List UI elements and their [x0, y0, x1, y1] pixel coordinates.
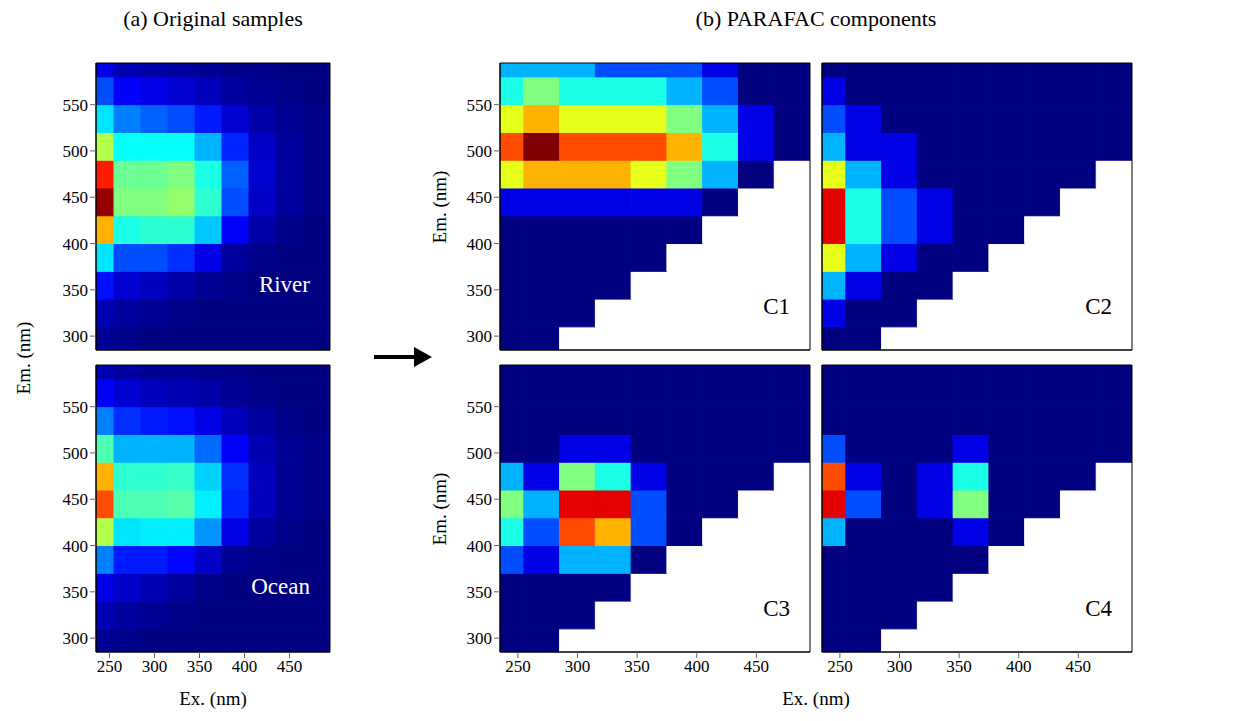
svg-text:300: 300: [467, 629, 493, 648]
svg-text:400: 400: [467, 235, 493, 254]
html-text:Ocean: Ocean: [251, 574, 310, 599]
svg-text:350: 350: [946, 657, 972, 676]
svg-text:300: 300: [565, 657, 591, 676]
svg-text:350: 350: [63, 281, 89, 300]
svg-text:400: 400: [684, 657, 710, 676]
svg-text:400: 400: [1006, 657, 1031, 676]
svg-text:500: 500: [63, 444, 89, 463]
svg-text:550: 550: [467, 398, 493, 417]
html-text:Ex. (nm): Ex. (nm): [179, 688, 247, 709]
html-text:C3: C3: [763, 596, 790, 621]
svg-text:450: 450: [63, 188, 89, 207]
svg-text:300: 300: [467, 327, 493, 346]
svg-text:550: 550: [467, 96, 493, 115]
html-text:Em. (nm): Em. (nm): [13, 321, 34, 394]
svg-text:450: 450: [63, 490, 89, 509]
svg-text:500: 500: [467, 444, 493, 463]
svg-text:300: 300: [63, 327, 89, 346]
svg-text:550: 550: [63, 398, 89, 417]
svg-text:450: 450: [467, 490, 493, 509]
html-text:(a) Original samples: (a) Original samples: [123, 6, 303, 31]
svg-text:350: 350: [467, 583, 493, 602]
svg-text:350: 350: [624, 657, 650, 676]
svg-text:450: 450: [277, 657, 303, 676]
svg-text:300: 300: [142, 657, 168, 676]
svg-text:250: 250: [97, 657, 123, 676]
html-text:River: River: [258, 272, 310, 297]
svg-text:250: 250: [505, 657, 531, 676]
html-text:Em. (nm): Em. (nm): [429, 170, 450, 243]
svg-text:500: 500: [63, 142, 89, 161]
html-text:Ex. (nm): Ex. (nm): [782, 688, 850, 709]
svg-text:550: 550: [63, 96, 89, 115]
html-text:Em. (nm): Em. (nm): [429, 472, 450, 545]
svg-text:250: 250: [827, 657, 853, 676]
html-text:C1: C1: [763, 294, 790, 319]
svg-text:450: 450: [1066, 657, 1092, 676]
svg-text:300: 300: [63, 629, 89, 648]
html-text:C4: C4: [1085, 596, 1112, 621]
svg-text:500: 500: [467, 142, 493, 161]
svg-text:450: 450: [467, 188, 493, 207]
html-text:C2: C2: [1085, 294, 1112, 319]
svg-text:350: 350: [187, 657, 213, 676]
svg-text:350: 350: [63, 583, 89, 602]
svg-text:400: 400: [467, 537, 493, 556]
svg-text:400: 400: [63, 235, 89, 254]
svg-text:300: 300: [887, 657, 913, 676]
svg-text:400: 400: [232, 657, 258, 676]
html-text:(b) PARAFAC components: (b) PARAFAC components: [695, 6, 937, 31]
svg-text:350: 350: [467, 281, 493, 300]
svg-text:450: 450: [744, 657, 770, 676]
svg-text:400: 400: [63, 537, 89, 556]
